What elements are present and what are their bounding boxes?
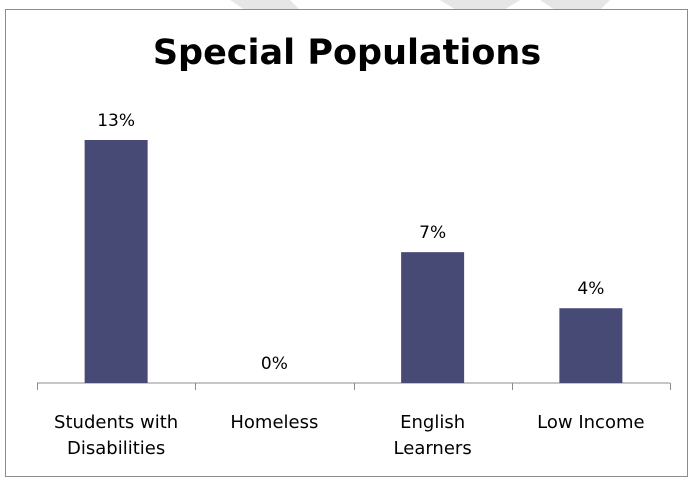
- x-tick-label: English: [400, 412, 465, 433]
- bar: [559, 308, 623, 383]
- data-label: 0%: [261, 354, 288, 374]
- bar: [401, 252, 465, 383]
- bar: [84, 140, 148, 383]
- x-tick-label: Students with: [54, 412, 178, 433]
- x-tick-label: Low Income: [537, 412, 644, 433]
- x-tick-label: Disabilities: [67, 438, 165, 459]
- data-label: 13%: [97, 111, 135, 131]
- data-label: 4%: [577, 279, 604, 299]
- x-tick-label: Learners: [394, 438, 472, 459]
- x-tick-label: Homeless: [230, 412, 318, 433]
- data-label: 7%: [419, 223, 446, 243]
- chart-title: Special Populations: [152, 33, 542, 73]
